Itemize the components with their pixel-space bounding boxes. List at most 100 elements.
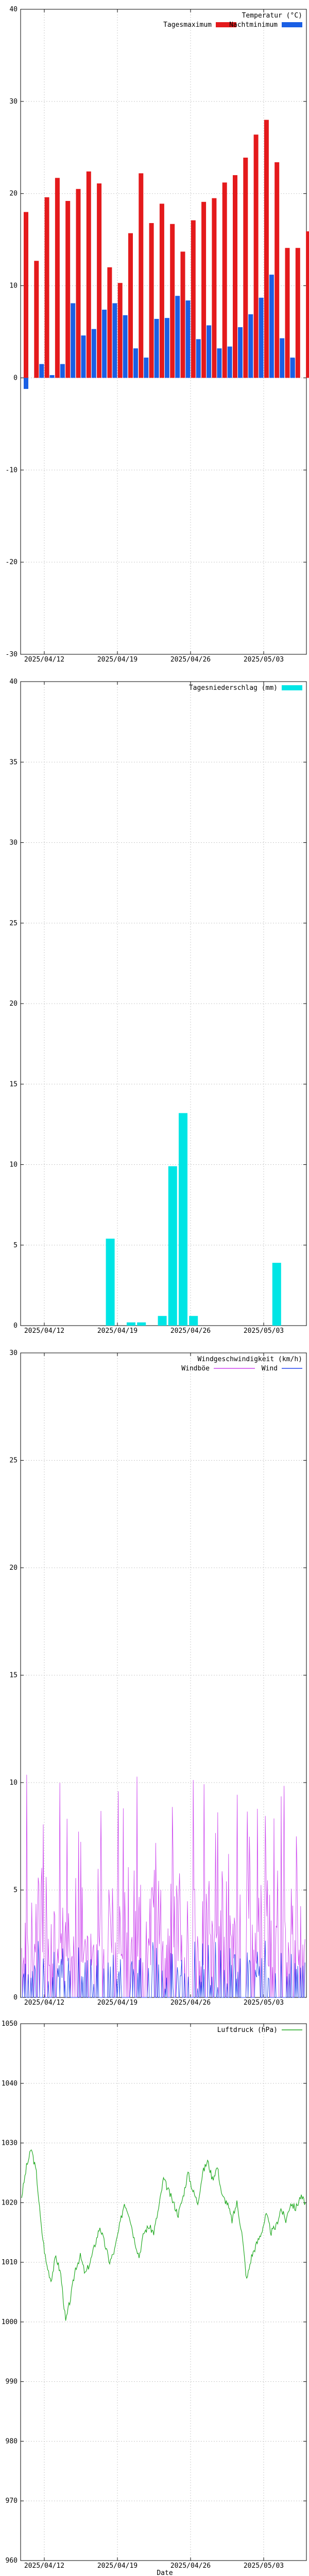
chart-title: Windgeschwindigkeit (km/h) <box>198 1355 303 1363</box>
x-tick-label: 2025/04/12 <box>24 1327 64 1335</box>
bar-max <box>170 224 175 378</box>
y-tick-label: 5 <box>13 1887 18 1894</box>
legend-swatch <box>216 22 236 27</box>
bar-max <box>201 201 207 378</box>
bar-max <box>212 198 217 378</box>
y-tick-label: 30 <box>9 839 18 847</box>
x-tick-label: 2025/04/12 <box>24 656 64 664</box>
y-tick-label: 1020 <box>2 2199 18 2207</box>
bar-precip <box>106 1239 115 1326</box>
chart-title: Temperatur (°C) <box>242 12 302 20</box>
legend-label: Nachtminimum <box>229 21 278 29</box>
x-tick-label: 2025/04/19 <box>97 1327 138 1335</box>
x-tick-label: 2025/04/12 <box>24 2562 64 2570</box>
bar-min <box>238 327 243 378</box>
x-tick-label: 2025/04/26 <box>170 1999 211 2007</box>
bar-precip <box>168 1166 177 1326</box>
bar-max <box>243 157 248 378</box>
y-tick-label: -30 <box>6 651 18 658</box>
y-tick-label: 1010 <box>2 2259 18 2266</box>
bar-max <box>306 231 309 378</box>
legend-label: Tagesniederschlag (mm) <box>189 684 278 692</box>
x-tick-label: 2025/04/19 <box>97 2562 138 2570</box>
y-tick-label: -10 <box>6 466 18 474</box>
legend-swatch <box>282 685 302 690</box>
x-tick-label: 2025/04/26 <box>170 1327 211 1335</box>
y-tick-label: 40 <box>9 6 18 13</box>
bar-min <box>71 303 76 378</box>
x-tick-label: 2025/05/03 <box>244 656 284 664</box>
bar-min <box>154 318 159 378</box>
x-tick-label: 2025/04/19 <box>97 656 138 664</box>
x-tick-label: 2025/04/12 <box>24 1999 64 2007</box>
bar-max <box>107 267 112 378</box>
y-tick-label: -20 <box>6 558 18 566</box>
bar-min <box>49 375 55 378</box>
series-line-gust <box>21 1774 305 1998</box>
bar-max <box>34 261 39 378</box>
bar-min <box>81 335 86 378</box>
bar-min <box>123 315 128 378</box>
y-tick-label: 1030 <box>2 2140 18 2147</box>
bar-max <box>159 204 164 378</box>
x-tick-label: 2025/05/03 <box>244 1999 284 2007</box>
series-line-pressure <box>21 2149 306 2321</box>
bar-min <box>112 303 117 378</box>
bar-min <box>185 300 191 378</box>
y-tick-label: 35 <box>9 758 18 766</box>
bar-max <box>44 197 49 378</box>
bar-max <box>97 183 102 378</box>
y-tick-label: 20 <box>9 190 18 198</box>
bar-min <box>91 329 96 378</box>
bar-precip <box>158 1316 167 1326</box>
y-tick-label: 20 <box>9 1564 18 1572</box>
y-tick-label: 15 <box>9 1672 18 1680</box>
y-tick-label: 0 <box>13 1994 18 2002</box>
legend-label: Luftdruck (hPa) <box>217 2026 278 2034</box>
bar-min <box>207 325 212 378</box>
bar-max <box>191 220 196 378</box>
y-tick-label: 10 <box>9 282 18 290</box>
y-tick-label: 960 <box>6 2557 18 2565</box>
y-tick-label: 15 <box>9 1080 18 1088</box>
x-tick-label: 2025/05/03 <box>244 1327 284 1335</box>
x-tick-label: 2025/05/03 <box>244 2562 284 2570</box>
bar-max <box>128 233 133 378</box>
y-tick-label: 40 <box>9 678 18 686</box>
y-tick-label: 1000 <box>2 2318 18 2326</box>
bar-min <box>259 297 264 378</box>
x-axis-label: Date <box>157 2569 173 2576</box>
bar-precip <box>127 1322 135 1326</box>
bar-min <box>144 358 149 378</box>
bar-precip <box>272 1263 281 1326</box>
bar-min <box>175 296 180 378</box>
y-tick-label: 20 <box>9 1000 18 1008</box>
bar-min <box>39 364 44 378</box>
x-tick-label: 2025/04/19 <box>97 1999 138 2007</box>
bar-max <box>222 182 227 378</box>
bar-min <box>102 310 107 378</box>
series-line-wind <box>22 1940 305 1998</box>
bar-min <box>24 378 28 389</box>
y-tick-label: 1050 <box>2 2020 18 2028</box>
y-tick-label: 25 <box>9 920 18 927</box>
x-tick-label: 2025/04/26 <box>170 656 211 664</box>
y-tick-label: 5 <box>13 1242 18 1249</box>
bar-min <box>196 339 201 378</box>
bar-precip <box>189 1316 198 1326</box>
y-tick-label: 10 <box>9 1161 18 1169</box>
bar-min <box>60 364 65 378</box>
bar-precip <box>137 1322 146 1326</box>
legend-swatch <box>282 22 302 27</box>
x-tick-label: 2025/04/26 <box>170 2562 211 2570</box>
legend-label: Tagesmaximum <box>163 21 212 29</box>
bar-max <box>274 162 280 378</box>
y-tick-label: 30 <box>9 1349 18 1357</box>
bar-max <box>180 251 185 378</box>
bar-max <box>76 189 81 378</box>
y-tick-label: 1040 <box>2 2080 18 2088</box>
bar-min <box>227 346 232 378</box>
bar-max <box>117 283 123 378</box>
legend-label: Wind <box>262 1365 278 1372</box>
